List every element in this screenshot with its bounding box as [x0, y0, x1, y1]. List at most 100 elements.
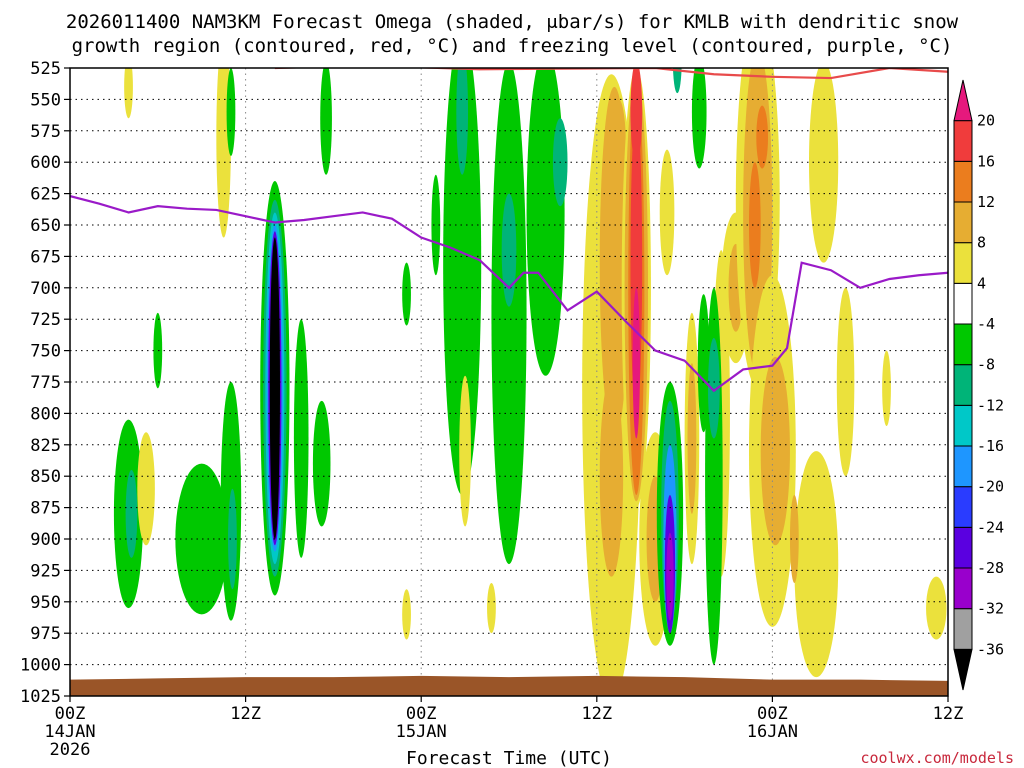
omega-blob-22 — [443, 68, 482, 495]
omega-blob-24 — [459, 375, 471, 527]
colorbar-band-2 — [953, 567, 973, 610]
x-tick-label-24: 00Z — [406, 704, 437, 724]
x-tick-date-24: 15JAN — [396, 722, 447, 742]
colorbar-label-6: -12 — [977, 396, 1004, 414]
terrain-surface — [70, 675, 948, 696]
x-tick-label-12: 12Z — [230, 704, 261, 724]
dgz-contour-line — [274, 68, 948, 80]
omega-blob-38 — [630, 68, 643, 163]
omega-blob-19 — [402, 262, 411, 326]
y-tick-label-1000: 1000 — [20, 656, 61, 676]
omega-blob-0 — [124, 68, 133, 119]
y-tick-label-725: 725 — [30, 310, 61, 330]
omega-blob-18 — [312, 400, 331, 527]
y-tick-label-975: 975 — [30, 624, 61, 644]
y-tick-label-625: 625 — [30, 185, 61, 205]
omega-blob-50 — [687, 363, 697, 514]
colorbar-label-1: -32 — [977, 600, 1004, 618]
y-tick-label-525: 525 — [30, 59, 61, 79]
omega-blob-69 — [882, 350, 891, 426]
x-tick-date-48: 16JAN — [747, 722, 798, 742]
y-tick-label-850: 850 — [30, 467, 61, 487]
x-tick-label-48: 00Z — [757, 704, 788, 724]
colorbar-band-3 — [953, 526, 973, 569]
omega-blob-23 — [456, 68, 469, 175]
y-tick-label-675: 675 — [30, 247, 61, 267]
y-tick-label-775: 775 — [30, 373, 61, 393]
colorbar-band-10 — [953, 242, 973, 284]
colorbar-band-1 — [953, 608, 973, 650]
colorbar-label-5: -16 — [977, 437, 1004, 455]
x-tick-label-0: 00Z — [55, 704, 86, 724]
omega-blob-2 — [226, 68, 236, 156]
terrain-layer — [70, 675, 948, 696]
omega-blob-39 — [632, 287, 640, 439]
omega-blob-21 — [431, 174, 441, 276]
y-tick-label-1025: 1025 — [20, 687, 61, 707]
x-tick-year-0: 2026 — [50, 740, 91, 760]
omega-blob-66 — [794, 451, 839, 678]
colorbar-band-7 — [953, 364, 973, 406]
grid-lines — [70, 68, 948, 696]
x-axis-title: Forecast Time (UTC) — [406, 748, 612, 768]
omega-blob-65 — [808, 68, 839, 263]
freezing-level-line — [70, 195, 948, 393]
omega-blob-25 — [491, 68, 527, 565]
colorbar-band-6 — [953, 404, 973, 447]
colorbar-band-4 — [953, 486, 973, 528]
colorbar: -36 -32 -28 -24 -20 -16 -12 -8 -4 4 8 12 16 20 — [953, 79, 1004, 691]
contour-layer — [70, 68, 948, 393]
y-tick-label-700: 700 — [30, 279, 61, 299]
omega-blob-48 — [672, 68, 682, 94]
colorbar-band-13 — [953, 120, 973, 162]
colorbar-band-5 — [953, 445, 973, 488]
omega-blob-20 — [402, 589, 411, 640]
omega-blob-33 — [611, 99, 627, 200]
y-tick-label-800: 800 — [30, 404, 61, 424]
colorbar-band-11 — [953, 201, 973, 244]
omega-blob-26 — [501, 193, 517, 307]
omega-blob-51 — [691, 68, 707, 169]
y-tick-label-750: 750 — [30, 342, 61, 362]
omega-blob-17 — [293, 319, 309, 558]
colorbar-label-3: -24 — [977, 518, 1004, 536]
credit-text: coolwx.com/models — [860, 749, 1014, 767]
omega-blob-64 — [760, 356, 790, 546]
omega-blob-62 — [756, 105, 769, 169]
chart-title-line1: 2026011400 NAM3KM Forecast Omega (shaded… — [66, 11, 959, 33]
omega-blob-29 — [487, 582, 496, 634]
colorbar-band-14 — [953, 79, 973, 122]
omega-blob-10 — [228, 488, 237, 590]
colorbar-label-9: 4 — [977, 274, 986, 292]
colorbar-label-12: 16 — [977, 152, 995, 170]
omega-blob-7 — [175, 463, 229, 615]
omega-blob-32 — [599, 375, 624, 577]
omega-blob-6 — [137, 432, 155, 546]
colorbar-label-2: -28 — [977, 559, 1004, 577]
omega-blob-70 — [926, 576, 947, 640]
omega-blob-8 — [153, 312, 163, 389]
colorbar-label-8: -4 — [977, 315, 995, 333]
colorbar-label-10: 8 — [977, 234, 986, 252]
omega-blob-55 — [708, 338, 720, 439]
omega-blob-40 — [659, 149, 675, 276]
colorbar-label-0: -36 — [977, 640, 1004, 658]
x-tick-label-60: 12Z — [933, 704, 964, 724]
omega-blob-5 — [125, 469, 138, 558]
colorbar-label-13: 20 — [977, 112, 995, 130]
y-tick-label-900: 900 — [30, 530, 61, 550]
y-axis: 525 550 575 600 625 650 675 700 725 750 775 800 825 8… — [20, 59, 70, 707]
colorbar-band-9 — [953, 282, 973, 325]
y-tick-label-875: 875 — [30, 499, 61, 519]
y-tick-label-600: 600 — [30, 153, 61, 173]
colorbar-band-8 — [953, 323, 973, 366]
colorbar-band-12 — [953, 160, 973, 203]
plot-area — [70, 68, 948, 696]
omega-blob-16 — [269, 237, 280, 539]
omega-blob-27 — [526, 68, 565, 376]
omega-blob-67 — [789, 495, 799, 583]
y-tick-label-650: 650 — [30, 216, 61, 236]
colorbar-label-11: 12 — [977, 193, 995, 211]
